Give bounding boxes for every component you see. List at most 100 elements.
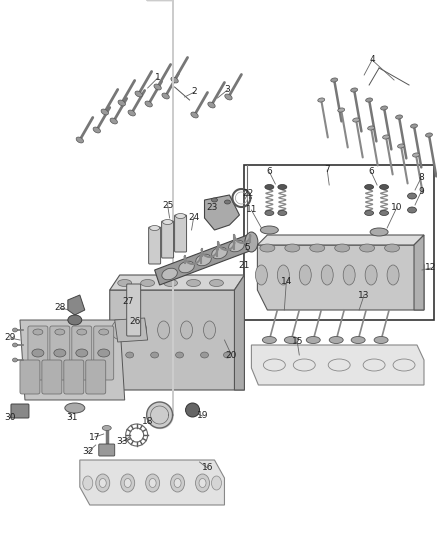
Ellipse shape xyxy=(263,359,285,371)
Ellipse shape xyxy=(77,329,87,335)
Ellipse shape xyxy=(212,247,227,259)
Ellipse shape xyxy=(212,476,222,490)
Ellipse shape xyxy=(380,211,389,215)
Text: 28: 28 xyxy=(54,303,66,312)
Ellipse shape xyxy=(380,184,389,190)
FancyBboxPatch shape xyxy=(42,360,62,394)
Ellipse shape xyxy=(363,359,385,371)
Text: 29: 29 xyxy=(4,334,16,343)
Ellipse shape xyxy=(162,93,169,99)
Ellipse shape xyxy=(98,349,110,357)
Ellipse shape xyxy=(223,352,231,358)
Ellipse shape xyxy=(306,336,320,343)
Polygon shape xyxy=(80,460,224,505)
Ellipse shape xyxy=(150,225,159,230)
Ellipse shape xyxy=(225,94,232,100)
Ellipse shape xyxy=(365,265,377,285)
Ellipse shape xyxy=(141,279,155,287)
Ellipse shape xyxy=(310,244,325,252)
Text: 21: 21 xyxy=(239,261,250,270)
Text: 20: 20 xyxy=(226,351,237,359)
Ellipse shape xyxy=(158,321,170,339)
Ellipse shape xyxy=(410,124,417,128)
Ellipse shape xyxy=(204,321,215,339)
Text: 6: 6 xyxy=(368,167,374,176)
Ellipse shape xyxy=(364,211,374,215)
Ellipse shape xyxy=(284,336,298,343)
FancyBboxPatch shape xyxy=(11,404,29,418)
Text: 3: 3 xyxy=(225,85,230,94)
FancyBboxPatch shape xyxy=(94,326,114,380)
Ellipse shape xyxy=(187,279,201,287)
Ellipse shape xyxy=(245,232,258,252)
Ellipse shape xyxy=(224,200,230,204)
Ellipse shape xyxy=(134,321,147,339)
Ellipse shape xyxy=(162,220,173,224)
Polygon shape xyxy=(258,245,424,310)
Ellipse shape xyxy=(174,479,181,488)
Polygon shape xyxy=(414,235,424,310)
Text: 4: 4 xyxy=(369,55,375,64)
Ellipse shape xyxy=(199,479,206,488)
Ellipse shape xyxy=(367,126,374,130)
Text: 33: 33 xyxy=(116,438,127,447)
Ellipse shape xyxy=(366,98,373,102)
Text: 32: 32 xyxy=(82,448,93,456)
Ellipse shape xyxy=(32,349,44,357)
Ellipse shape xyxy=(278,211,287,215)
Polygon shape xyxy=(68,295,85,315)
Ellipse shape xyxy=(381,106,388,110)
Polygon shape xyxy=(234,275,244,390)
Text: 30: 30 xyxy=(4,414,16,423)
Ellipse shape xyxy=(351,88,357,92)
Ellipse shape xyxy=(12,358,18,362)
Text: 27: 27 xyxy=(122,297,134,306)
Ellipse shape xyxy=(151,352,159,358)
Ellipse shape xyxy=(68,315,82,325)
Bar xyxy=(244,165,434,320)
Ellipse shape xyxy=(364,184,374,190)
Ellipse shape xyxy=(96,474,110,492)
FancyBboxPatch shape xyxy=(175,215,187,252)
Ellipse shape xyxy=(255,265,267,285)
Ellipse shape xyxy=(329,336,343,343)
Ellipse shape xyxy=(262,336,276,343)
FancyBboxPatch shape xyxy=(86,360,106,394)
Ellipse shape xyxy=(407,193,417,199)
Text: 16: 16 xyxy=(202,464,213,472)
Ellipse shape xyxy=(265,211,274,215)
Polygon shape xyxy=(115,318,148,342)
Text: 12: 12 xyxy=(425,263,437,272)
Text: 22: 22 xyxy=(243,189,254,198)
FancyBboxPatch shape xyxy=(162,221,173,258)
Ellipse shape xyxy=(102,425,111,431)
Polygon shape xyxy=(155,235,252,285)
Ellipse shape xyxy=(374,336,388,343)
Ellipse shape xyxy=(145,101,152,107)
Ellipse shape xyxy=(331,78,338,82)
Ellipse shape xyxy=(299,265,311,285)
Ellipse shape xyxy=(260,226,278,234)
Ellipse shape xyxy=(128,110,135,116)
Ellipse shape xyxy=(260,244,275,252)
Ellipse shape xyxy=(176,352,184,358)
Ellipse shape xyxy=(285,244,300,252)
Polygon shape xyxy=(251,345,424,385)
Text: 15: 15 xyxy=(292,337,303,346)
Text: 8: 8 xyxy=(418,174,424,182)
Ellipse shape xyxy=(126,352,134,358)
Text: 31: 31 xyxy=(66,414,78,423)
Ellipse shape xyxy=(209,279,223,287)
Ellipse shape xyxy=(293,359,315,371)
Ellipse shape xyxy=(351,336,365,343)
FancyBboxPatch shape xyxy=(72,326,92,380)
Text: 23: 23 xyxy=(207,204,218,213)
Ellipse shape xyxy=(118,100,125,106)
Ellipse shape xyxy=(396,115,403,119)
Ellipse shape xyxy=(112,321,124,339)
Ellipse shape xyxy=(195,474,209,492)
Ellipse shape xyxy=(338,108,345,112)
Ellipse shape xyxy=(65,403,85,413)
Ellipse shape xyxy=(343,265,355,285)
Ellipse shape xyxy=(135,91,142,97)
